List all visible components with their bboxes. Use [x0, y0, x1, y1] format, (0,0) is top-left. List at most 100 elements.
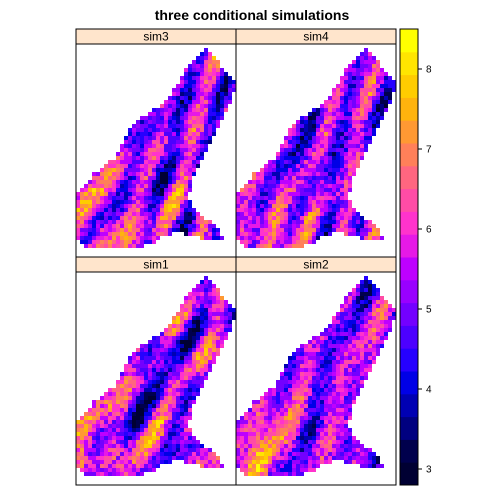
field-cell: [300, 120, 304, 124]
field-cell: [112, 200, 116, 204]
field-cell: [188, 188, 192, 192]
field-cell: [292, 188, 296, 192]
field-cell: [320, 420, 324, 424]
field-cell: [216, 332, 220, 336]
field-cell: [156, 204, 160, 208]
field-cell: [144, 224, 148, 228]
field-cell: [144, 180, 148, 184]
field-cell: [120, 400, 124, 404]
field-cell: [136, 124, 140, 128]
field-cell: [220, 68, 224, 72]
field-cell: [228, 308, 232, 312]
field-cell: [132, 172, 136, 176]
field-cell: [316, 356, 320, 360]
field-cell: [360, 236, 364, 240]
field-cell: [308, 408, 312, 412]
field-cell: [208, 140, 212, 144]
field-cell: [292, 408, 296, 412]
field-cell: [372, 300, 376, 304]
field-cell: [192, 128, 196, 132]
field-cell: [332, 132, 336, 136]
field-cell: [156, 196, 160, 200]
field-cell: [332, 168, 336, 172]
field-cell: [136, 376, 140, 380]
field-cell: [144, 128, 148, 132]
field-cell: [300, 384, 304, 388]
field-cell: [224, 308, 228, 312]
field-cell: [364, 300, 368, 304]
field-cell: [92, 456, 96, 460]
field-cell: [184, 444, 188, 448]
field-cell: [228, 312, 232, 316]
field-cell: [352, 152, 356, 156]
field-cell: [184, 232, 188, 236]
field-cell: [112, 204, 116, 208]
field-cell: [336, 408, 340, 412]
field-cell: [192, 84, 196, 88]
field-cell: [364, 464, 368, 468]
field-cell: [184, 408, 188, 412]
field-cell: [312, 428, 316, 432]
field-cell: [184, 304, 188, 308]
field-cell: [280, 184, 284, 188]
field-cell: [304, 424, 308, 428]
field-cell: [264, 168, 268, 172]
field-cell: [276, 184, 280, 188]
field-cell: [372, 360, 376, 364]
field-cell: [164, 444, 168, 448]
field-cell: [148, 380, 152, 384]
field-cell: [116, 240, 120, 244]
field-cell: [364, 316, 368, 320]
field-cell: [248, 432, 252, 436]
field-cell: [244, 420, 248, 424]
field-cell: [312, 388, 316, 392]
field-cell: [176, 188, 180, 192]
field-cell: [332, 140, 336, 144]
field-cell: [260, 236, 264, 240]
field-cell: [360, 72, 364, 76]
field-cell: [140, 348, 144, 352]
field-cell: [268, 396, 272, 400]
field-cell: [264, 192, 268, 196]
field-cell: [104, 220, 108, 224]
field-cell: [116, 156, 120, 160]
field-cell: [188, 148, 192, 152]
field-cell: [240, 420, 244, 424]
field-cell: [256, 208, 260, 212]
field-cell: [312, 336, 316, 340]
field-cell: [224, 332, 228, 336]
field-cell: [152, 460, 156, 464]
field-cell: [156, 184, 160, 188]
field-cell: [176, 212, 180, 216]
field-cell: [108, 404, 112, 408]
field-cell: [292, 384, 296, 388]
field-cell: [284, 364, 288, 368]
field-cell: [184, 384, 188, 388]
field-cell: [140, 240, 144, 244]
field-cell: [120, 244, 124, 248]
field-cell: [164, 120, 168, 124]
field-cell: [328, 428, 332, 432]
field-cell: [192, 372, 196, 376]
field-cell: [276, 408, 280, 412]
field-cell: [324, 152, 328, 156]
field-cell: [340, 400, 344, 404]
field-cell: [376, 320, 380, 324]
field-cell: [160, 432, 164, 436]
field-cell: [300, 196, 304, 200]
field-cell: [312, 172, 316, 176]
field-cell: [176, 432, 180, 436]
field-cell: [108, 192, 112, 196]
field-cell: [280, 196, 284, 200]
field-cell: [352, 332, 356, 336]
field-cell: [328, 352, 332, 356]
field-cell: [128, 220, 132, 224]
field-cell: [336, 384, 340, 388]
field-cell: [192, 444, 196, 448]
field-cell: [176, 404, 180, 408]
field-cell: [384, 308, 388, 312]
field-cell: [104, 456, 108, 460]
field-cell: [224, 324, 228, 328]
field-cell: [332, 448, 336, 452]
field-cell: [344, 80, 348, 84]
